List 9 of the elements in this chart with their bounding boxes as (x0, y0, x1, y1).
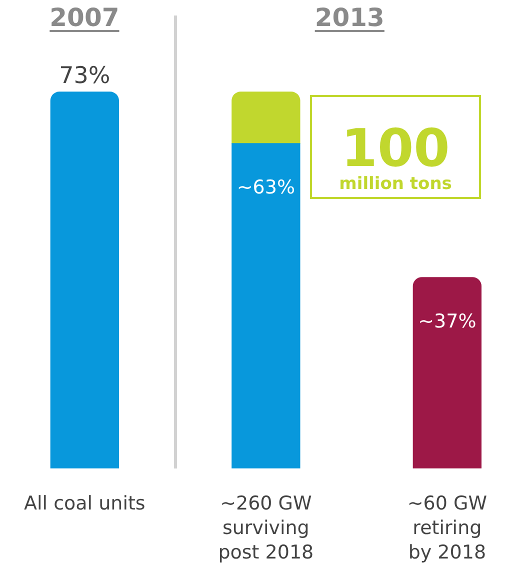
text: 2013 (314, 3, 384, 33)
text: 2007 (50, 3, 120, 33)
x-tick-label: All coal units (24, 492, 146, 514)
x-tick-label: ~260 GW surviving post 2018 (218, 492, 314, 564)
data-label: ~63% (236, 176, 295, 198)
data-label: 73% (59, 63, 110, 89)
data-label: ~37% (418, 310, 476, 332)
x-tick-label: ~60 GW retiring by 2018 (407, 492, 488, 564)
annotation: 100 million tons (339, 119, 452, 194)
